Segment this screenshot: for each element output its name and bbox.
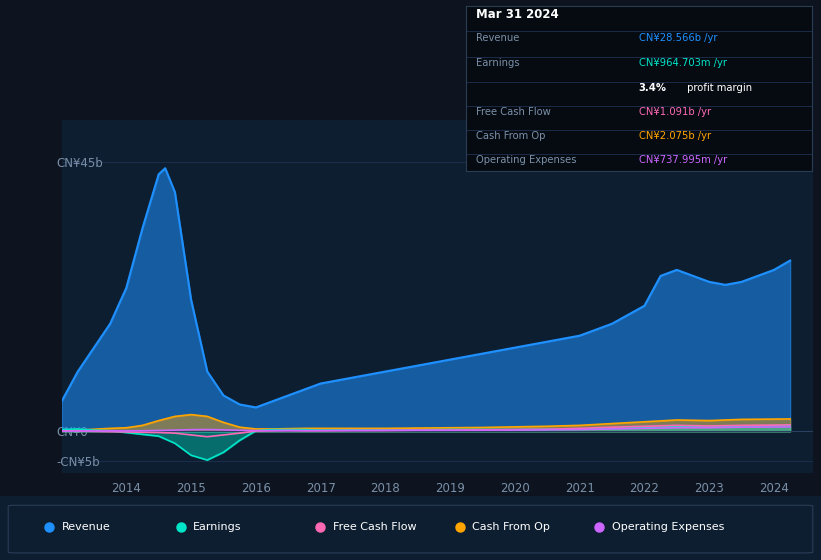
Text: Operating Expenses: Operating Expenses xyxy=(476,155,576,165)
Text: CN¥28.566b /yr: CN¥28.566b /yr xyxy=(639,32,718,43)
Text: Revenue: Revenue xyxy=(476,32,519,43)
Text: Free Cash Flow: Free Cash Flow xyxy=(333,521,416,531)
Text: Earnings: Earnings xyxy=(193,521,241,531)
Text: 3.4%: 3.4% xyxy=(639,83,667,93)
Text: Mar 31 2024: Mar 31 2024 xyxy=(476,8,558,21)
Text: profit margin: profit margin xyxy=(684,83,752,93)
Text: CN¥737.995m /yr: CN¥737.995m /yr xyxy=(639,155,727,165)
Text: CN¥964.703m /yr: CN¥964.703m /yr xyxy=(639,58,727,68)
Text: Revenue: Revenue xyxy=(62,521,110,531)
Text: Cash From Op: Cash From Op xyxy=(472,521,550,531)
FancyBboxPatch shape xyxy=(8,505,813,553)
Text: Free Cash Flow: Free Cash Flow xyxy=(476,107,551,117)
Text: Operating Expenses: Operating Expenses xyxy=(612,521,724,531)
Text: Earnings: Earnings xyxy=(476,58,520,68)
Text: Cash From Op: Cash From Op xyxy=(476,131,545,141)
Text: CN¥2.075b /yr: CN¥2.075b /yr xyxy=(639,131,711,141)
Text: CN¥1.091b /yr: CN¥1.091b /yr xyxy=(639,107,711,117)
